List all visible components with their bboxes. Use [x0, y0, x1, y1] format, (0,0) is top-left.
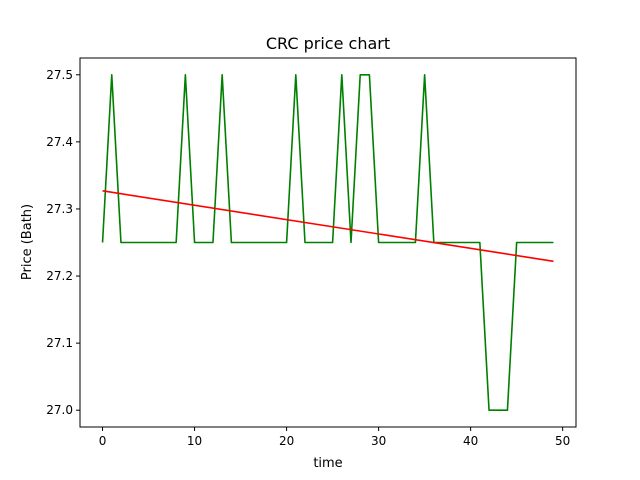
y-axis: 27.0 27.1 27.2 27.3 27.4 27.5 — [46, 68, 80, 417]
y-tick-label: 27.2 — [46, 269, 73, 283]
y-tick-label: 27.0 — [46, 403, 73, 417]
y-tick-label: 27.3 — [46, 202, 73, 216]
x-tick-label: 10 — [187, 434, 202, 448]
x-axis: 0 10 20 30 40 50 — [99, 427, 570, 448]
y-tick-label: 27.1 — [46, 336, 73, 350]
x-tick-label: 0 — [99, 434, 107, 448]
price-line — [101, 73, 554, 412]
y-axis-label: Price (Bath) — [20, 204, 35, 280]
chart-title: CRC price chart — [266, 34, 390, 53]
y-tick-label: 27.4 — [46, 135, 73, 149]
x-tick-label: 30 — [371, 434, 386, 448]
x-tick-label: 40 — [463, 434, 478, 448]
y-tick-label: 27.5 — [46, 68, 73, 82]
x-tick-label: 50 — [555, 434, 570, 448]
x-tick-label: 20 — [279, 434, 294, 448]
x-axis-label: time — [313, 456, 342, 471]
plot-frame — [79, 57, 577, 428]
trend-line — [102, 190, 554, 263]
plot-lines — [101, 73, 554, 412]
